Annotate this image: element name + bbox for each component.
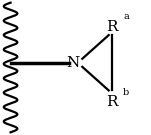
Text: R: R (106, 95, 117, 109)
Text: a: a (123, 12, 129, 21)
Text: R: R (106, 20, 117, 34)
Text: b: b (123, 88, 129, 97)
Text: N: N (66, 56, 79, 70)
